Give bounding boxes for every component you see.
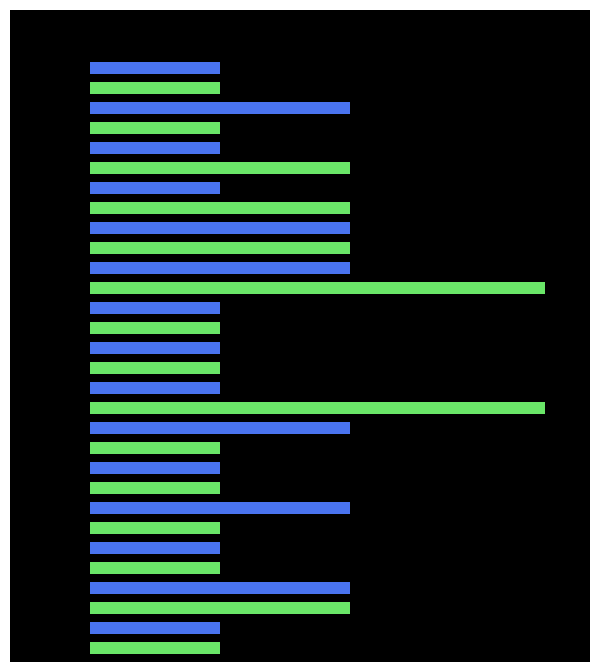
bar-12 [90, 302, 220, 314]
bar-29 [90, 642, 220, 654]
bar-1 [90, 82, 220, 94]
bar-5 [90, 162, 350, 174]
bar-chart [10, 10, 590, 662]
bar-27 [90, 602, 350, 614]
bar-14 [90, 342, 220, 354]
bar-28 [90, 622, 220, 634]
bar-16 [90, 382, 220, 394]
bar-26 [90, 582, 350, 594]
bar-0 [90, 62, 220, 74]
bar-10 [90, 262, 350, 274]
bar-11 [90, 282, 545, 294]
bar-22 [90, 502, 350, 514]
bar-2 [90, 102, 350, 114]
bar-24 [90, 542, 220, 554]
bar-8 [90, 222, 350, 234]
bar-19 [90, 442, 220, 454]
bar-15 [90, 362, 220, 374]
bar-21 [90, 482, 220, 494]
bar-6 [90, 182, 220, 194]
bar-4 [90, 142, 220, 154]
bar-25 [90, 562, 220, 574]
bar-9 [90, 242, 350, 254]
bar-7 [90, 202, 350, 214]
bar-13 [90, 322, 220, 334]
bar-23 [90, 522, 220, 534]
bar-17 [90, 402, 545, 414]
bar-18 [90, 422, 350, 434]
bar-3 [90, 122, 220, 134]
bar-20 [90, 462, 220, 474]
